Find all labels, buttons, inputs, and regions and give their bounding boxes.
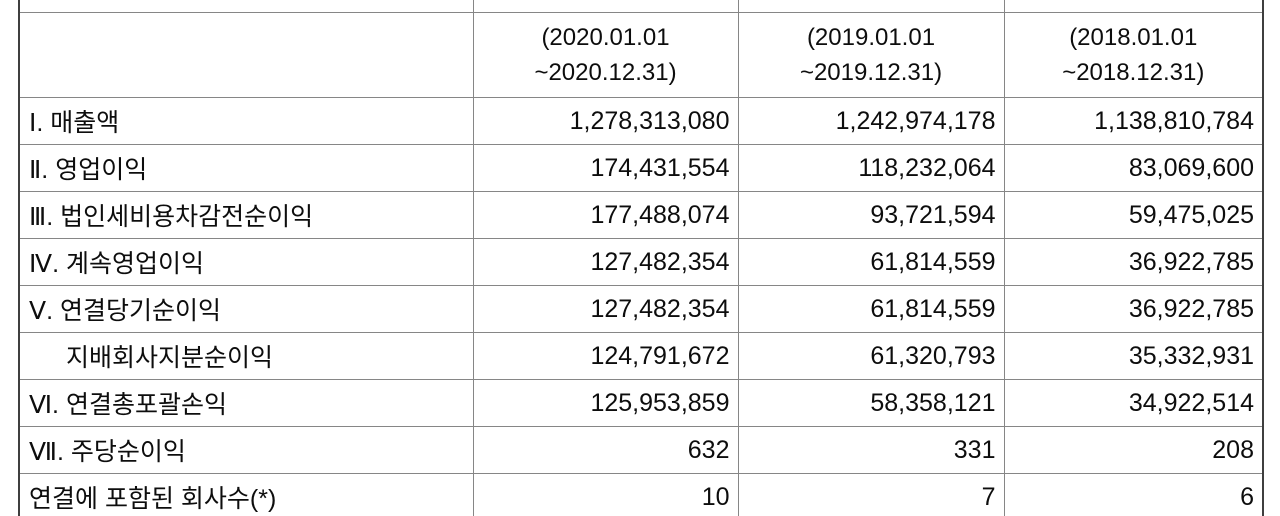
table-row-total-comprehensive-income: Ⅵ. 연결총포괄손익 125,953,859 58,358,121 34,922… [18, 379, 1264, 427]
row-value-2018: 36,922,785 [1003, 238, 1264, 286]
row-value-2020: 174,431,554 [472, 144, 739, 192]
row-value-2019: 61,814,559 [737, 238, 1005, 286]
financial-summary-table: (2020.01.01 ~2020.12.31) (2019.01.01 ~20… [18, 0, 1264, 516]
row-value-2019: 118,232,064 [737, 144, 1005, 192]
row-value-2019: 93,721,594 [737, 191, 1005, 239]
period-start-date: (2019.01.01 [806, 24, 936, 51]
row-value-2020: 125,953,859 [472, 379, 739, 427]
header-period-2020: (2020.01.01 ~2020.12.31) [472, 12, 739, 98]
row-value-2020: 177,488,074 [472, 191, 739, 239]
table-row-net-income: Ⅴ. 연결당기순이익 127,482,354 61,814,559 36,922… [18, 285, 1264, 333]
header-period-2019: (2019.01.01 ~2019.12.31) [737, 12, 1005, 98]
row-value-2018: 59,475,025 [1003, 191, 1264, 239]
table-row-revenue: Ⅰ. 매출액 1,278,313,080 1,242,974,178 1,138… [18, 97, 1264, 145]
row-value-2019: 1,242,974,178 [737, 97, 1005, 145]
table-row-consolidated-company-count: 연결에 포함된 회사수(*) 10 7 6 [18, 473, 1264, 516]
row-value-2018: 1,138,810,784 [1003, 97, 1264, 145]
period-start-date: (2018.01.01 [1069, 24, 1198, 51]
row-label: 지배회사지분순이익 [18, 332, 474, 380]
table-row-cutoff [18, 0, 1264, 13]
row-value-2020: 124,791,672 [472, 332, 739, 380]
table-header-row: (2020.01.01 ~2020.12.31) (2019.01.01 ~20… [18, 12, 1264, 98]
table-row-income-before-tax: Ⅲ. 법인세비용차감전순이익 177,488,074 93,721,594 59… [18, 191, 1264, 239]
header-period-2018: (2018.01.01 ~2018.12.31) [1003, 12, 1264, 98]
row-label: Ⅴ. 연결당기순이익 [18, 285, 474, 333]
row-label: Ⅳ. 계속영업이익 [18, 238, 474, 286]
row-value-2020: 127,482,354 [472, 238, 739, 286]
table-row-earnings-per-share: Ⅶ. 주당순이익 632 331 208 [18, 426, 1264, 474]
cutoff-cell [737, 0, 1005, 13]
row-value-2019: 7 [737, 473, 1005, 516]
row-value-2019: 61,320,793 [737, 332, 1005, 380]
header-empty-cell [18, 12, 474, 98]
row-label: Ⅱ. 영업이익 [18, 144, 474, 192]
row-value-2020: 10 [472, 473, 739, 516]
row-value-2019: 61,814,559 [737, 285, 1005, 333]
row-value-2018: 35,332,931 [1003, 332, 1264, 380]
table-row-parent-equity-net-income: 지배회사지분순이익 124,791,672 61,320,793 35,332,… [18, 332, 1264, 380]
row-value-2020: 1,278,313,080 [472, 97, 739, 145]
row-value-2019: 331 [737, 426, 1005, 474]
row-label: Ⅰ. 매출액 [18, 97, 474, 145]
table-row-operating-income: Ⅱ. 영업이익 174,431,554 118,232,064 83,069,6… [18, 144, 1264, 192]
row-value-2019: 58,358,121 [737, 379, 1005, 427]
row-label: Ⅵ. 연결총포괄손익 [18, 379, 474, 427]
table-row-continuing-operations-income: Ⅳ. 계속영업이익 127,482,354 61,814,559 36,922,… [18, 238, 1264, 286]
period-end-date: ~2019.12.31) [799, 59, 943, 86]
cutoff-cell [18, 0, 474, 13]
period-end-date: ~2018.12.31) [1062, 59, 1205, 86]
period-end-date: ~2020.12.31) [534, 59, 677, 86]
row-label: Ⅲ. 법인세비용차감전순이익 [18, 191, 474, 239]
row-value-2020: 632 [472, 426, 739, 474]
cutoff-cell [472, 0, 739, 13]
cutoff-cell [1003, 0, 1264, 13]
row-value-2018: 36,922,785 [1003, 285, 1264, 333]
row-label: 연결에 포함된 회사수(*) [18, 473, 474, 516]
row-value-2020: 127,482,354 [472, 285, 739, 333]
row-value-2018: 83,069,600 [1003, 144, 1264, 192]
row-value-2018: 6 [1003, 473, 1264, 516]
period-start-date: (2020.01.01 [541, 24, 670, 51]
row-value-2018: 34,922,514 [1003, 379, 1264, 427]
row-label: Ⅶ. 주당순이익 [18, 426, 474, 474]
row-value-2018: 208 [1003, 426, 1264, 474]
